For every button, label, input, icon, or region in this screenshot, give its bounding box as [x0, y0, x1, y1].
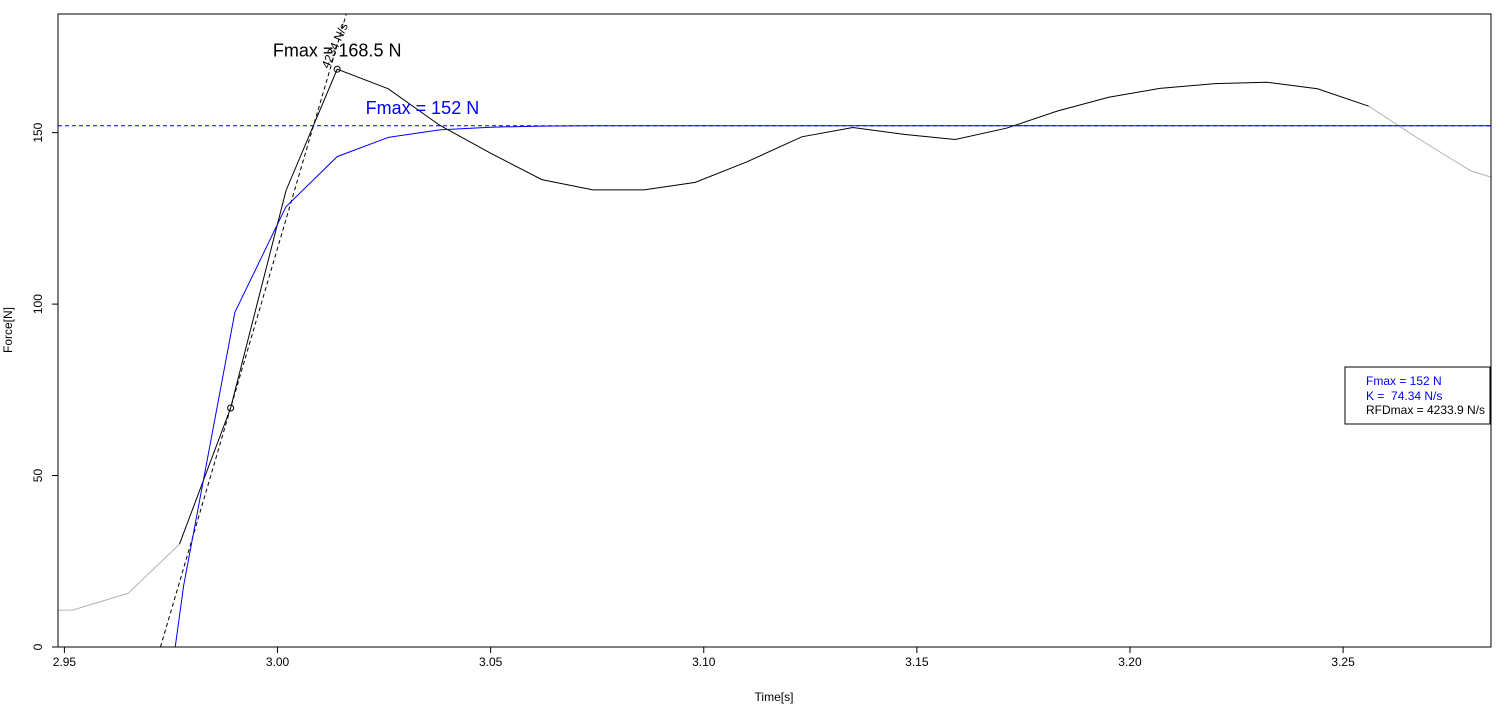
rfd-tangent-line	[159, 14, 347, 647]
x-tick-label-0: 2.95	[53, 655, 77, 669]
y-tick-label-3: 150	[31, 122, 45, 142]
x-tick-label-2: 3.05	[479, 655, 503, 669]
x-tick-label-1: 3.00	[266, 655, 290, 669]
series-line-3	[174, 125, 1491, 647]
x-axis-label: Time[s]	[755, 690, 794, 704]
point-marker-1	[333, 65, 341, 73]
annotation-1: Fmax = 152 N	[366, 98, 480, 118]
legend-entry-fmax: Fmax = 152 N	[1366, 374, 1442, 388]
series-layer	[58, 14, 1491, 647]
x-tick-label-3: 3.10	[692, 655, 716, 669]
series-line-1	[179, 68, 1369, 545]
y-axis-label: Force[N]	[1, 307, 15, 353]
x-tick-label-4: 3.15	[905, 655, 929, 669]
annotation-0: Fmax = 168.5 N	[273, 41, 402, 61]
x-tick-label-5: 3.20	[1118, 655, 1142, 669]
axes-layer: 2.95 3.00 3.05 3.10 3.15 3.20 3.25 0 50 100 150	[31, 122, 1355, 669]
legend-entry-rfdmax: RFDmax = 4233.9 N/s	[1366, 403, 1485, 417]
y-tick-label-1: 50	[31, 469, 45, 483]
legend-entry-k: K = 74.34 N/s	[1366, 389, 1442, 403]
point-marker-0	[227, 404, 235, 412]
legend-box	[1344, 366, 1491, 425]
legend: Fmax = 152 N K = 74.34 N/s RFDmax = 4233…	[1344, 366, 1491, 425]
y-tick-label-0: 0	[31, 643, 45, 650]
y-tick-label-2: 100	[31, 294, 45, 314]
plot-frame	[57, 13, 1492, 648]
x-tick-label-6: 3.25	[1331, 655, 1355, 669]
series-line-2	[1368, 105, 1491, 178]
series-line-0	[58, 543, 180, 611]
